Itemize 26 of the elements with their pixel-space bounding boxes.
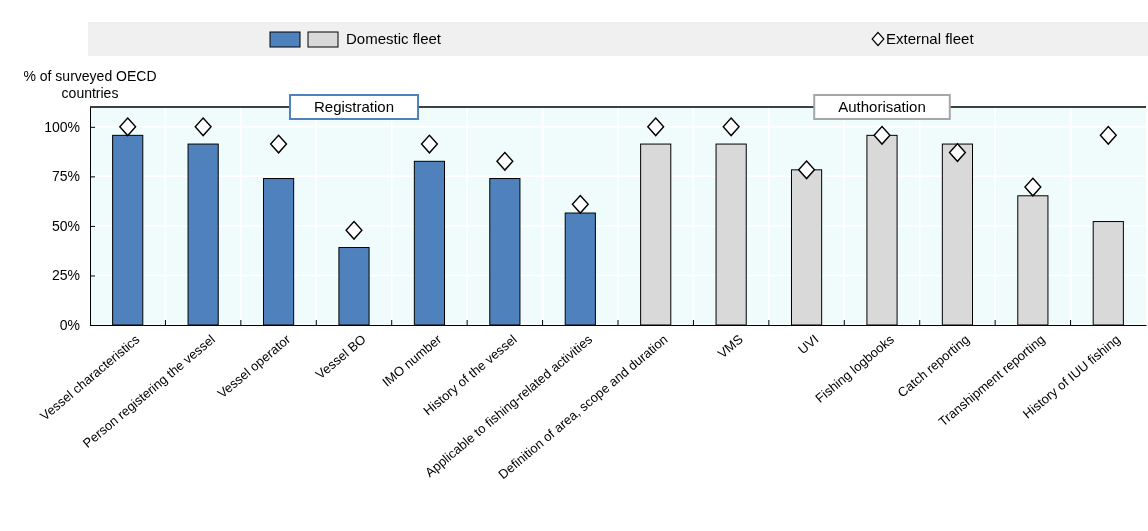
point [1099, 125, 1117, 145]
point [571, 194, 589, 214]
point [119, 117, 137, 137]
y-tick-label: 75% [51, 168, 80, 185]
point [345, 220, 363, 240]
legend-label: External fleet [886, 30, 975, 47]
point [270, 134, 288, 154]
point [873, 125, 891, 145]
y-tick-label: 50% [51, 217, 80, 234]
point [722, 117, 740, 137]
point [948, 143, 966, 163]
point [1024, 177, 1042, 197]
y-tick-label: 100% [44, 118, 80, 135]
y-tick-label: 0% [59, 316, 80, 333]
point [647, 117, 665, 137]
point [420, 134, 438, 154]
annotation: Registration [313, 98, 395, 115]
y-tick-label: 25% [51, 267, 80, 284]
x-tick-label: UVI [795, 331, 822, 358]
x-tick-label: VMS [714, 331, 747, 362]
legend-label: Domestic fleet [346, 30, 442, 47]
point [798, 160, 816, 180]
point [194, 117, 212, 137]
annotation: Authorisation [838, 98, 926, 115]
point [496, 151, 514, 171]
y-axis-title: % of surveyed OECD countries [23, 68, 157, 101]
